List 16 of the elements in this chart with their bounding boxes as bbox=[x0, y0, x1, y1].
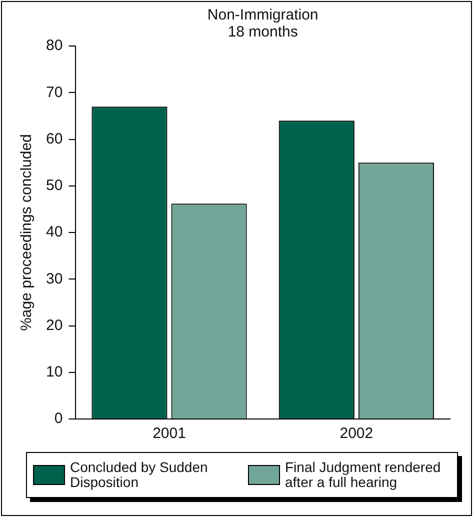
y-tick-label: 20 bbox=[46, 316, 63, 334]
legend-label: Concluded by Sudden Disposition bbox=[70, 459, 209, 490]
y-tick-label: 10 bbox=[46, 364, 63, 381]
chart-subtitle: 18 months bbox=[228, 24, 298, 41]
y-tick-label: 70 bbox=[46, 84, 63, 101]
y-tick-label: 0 bbox=[54, 410, 63, 428]
chart-title: Non-Immigration bbox=[207, 6, 318, 24]
y-tick-label: 60 bbox=[46, 130, 63, 148]
y-tick-label: 40 bbox=[46, 224, 63, 241]
y-tick-label: 50 bbox=[46, 177, 63, 194]
x-tick-label: 2002 bbox=[340, 425, 374, 442]
x-tick-label: 2001 bbox=[152, 425, 186, 442]
legend-label: Final Judgment rendered after a full hearing bbox=[285, 459, 442, 490]
y-tick-label: 30 bbox=[46, 270, 63, 288]
y-tick-label: 80 bbox=[46, 37, 63, 54]
y-axis-title: %age proceedings concluded bbox=[18, 134, 36, 331]
